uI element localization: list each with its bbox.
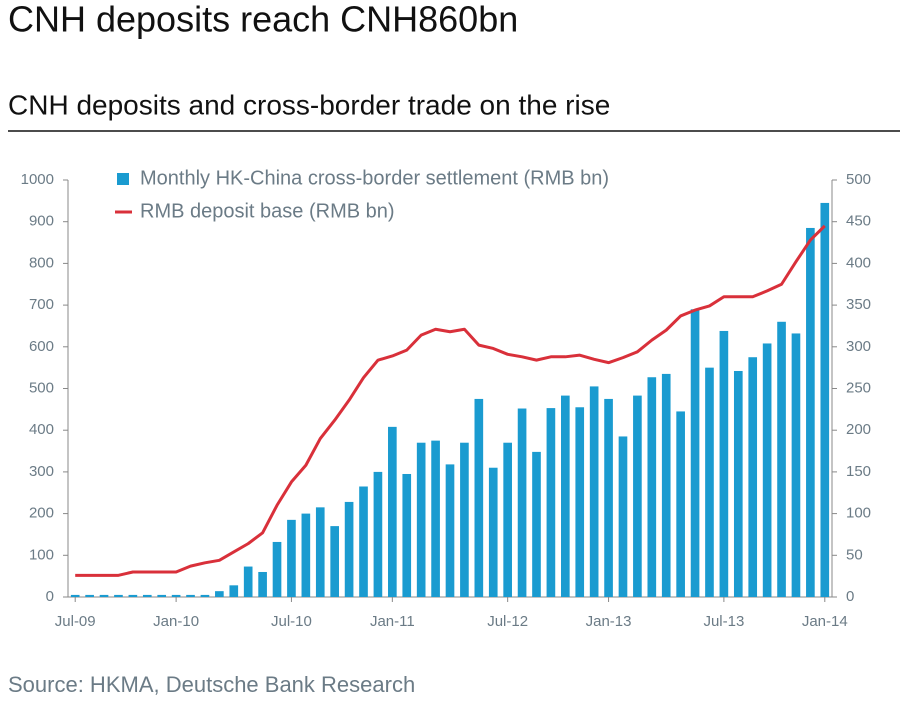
bar xyxy=(258,571,267,597)
y-tick-label: 300 xyxy=(29,463,54,480)
bar xyxy=(633,395,642,597)
bar xyxy=(315,507,325,597)
bar xyxy=(604,398,613,597)
bar xyxy=(70,594,80,597)
y-tick-label: 600 xyxy=(29,338,54,355)
bar xyxy=(243,566,253,597)
bar xyxy=(589,386,599,597)
bar xyxy=(186,594,195,597)
line xyxy=(75,224,826,577)
bar xyxy=(229,585,239,597)
bar xyxy=(287,519,296,597)
x-tick-label: Jul-12 xyxy=(487,613,528,630)
bar xyxy=(618,436,628,597)
y-tick-label: 700 xyxy=(29,296,54,313)
bar xyxy=(359,486,368,597)
y-tick-label: 500 xyxy=(29,379,54,396)
chart-subtitle: CNH deposits and cross-border trade on t… xyxy=(8,89,610,120)
bar xyxy=(791,333,801,597)
bar xyxy=(560,395,570,597)
bar xyxy=(171,594,181,597)
x-tick-label: Jan-11 xyxy=(370,613,415,630)
bar xyxy=(575,407,585,597)
y2-tick-label: 300 xyxy=(846,338,871,355)
bar xyxy=(388,426,397,597)
x-tick-label: Jul-10 xyxy=(271,613,312,630)
y-tick-label: 200 xyxy=(29,505,54,522)
bar xyxy=(748,357,758,597)
bar xyxy=(820,202,830,597)
bar xyxy=(733,370,743,597)
bar xyxy=(647,377,657,597)
bar xyxy=(676,411,685,597)
y2-tick-label: 500 xyxy=(846,171,871,188)
x-tick-label: Jul-09 xyxy=(55,613,96,630)
bar xyxy=(806,227,815,597)
bar xyxy=(690,309,700,597)
legend-label: Monthly HK-China cross-border settlement… xyxy=(140,167,609,189)
x-tick-label: Jan-14 xyxy=(802,613,848,630)
bar xyxy=(99,594,109,597)
chart-title: CNH deposits reach CNH860bn xyxy=(8,0,518,40)
bar xyxy=(503,442,512,597)
y2-tick-label: 250 xyxy=(846,379,871,396)
bar xyxy=(128,594,138,597)
bar xyxy=(373,471,383,597)
bar xyxy=(474,398,484,597)
bar xyxy=(488,467,498,597)
y-tick-label: 900 xyxy=(29,213,54,230)
bar xyxy=(157,594,167,597)
bar xyxy=(114,594,123,597)
bar xyxy=(215,591,224,597)
bar xyxy=(661,373,671,597)
y2-tick-label: 50 xyxy=(846,546,863,563)
y2-tick-label: 100 xyxy=(846,505,871,522)
y2-tick-label: 400 xyxy=(846,254,871,271)
bar xyxy=(344,501,354,597)
y2-tick-label: 200 xyxy=(846,421,871,438)
bar xyxy=(402,473,412,597)
bar xyxy=(330,526,340,597)
bar xyxy=(517,408,527,597)
y-tick-label: 1000 xyxy=(21,171,54,188)
legend-swatch xyxy=(117,173,129,185)
x-tick-label: Jan-13 xyxy=(586,613,632,630)
y-tick-label: 100 xyxy=(29,546,54,563)
bar xyxy=(416,442,426,597)
bar xyxy=(777,321,786,597)
y-tick-label: 0 xyxy=(46,588,54,605)
bar xyxy=(85,594,94,597)
y2-tick-label: 0 xyxy=(846,588,854,605)
source: Source: HKMA, Deutsche Bank Research xyxy=(8,672,415,697)
x-tick-label: Jan-10 xyxy=(153,613,199,630)
bar xyxy=(546,408,556,597)
bar xyxy=(719,330,729,597)
y2-tick-label: 450 xyxy=(846,213,871,230)
bar xyxy=(200,594,210,597)
bar xyxy=(301,513,311,597)
bar xyxy=(460,442,469,597)
bar xyxy=(272,541,282,597)
y2-tick-label: 350 xyxy=(846,296,871,313)
y-tick-label: 400 xyxy=(29,421,54,438)
bar xyxy=(142,594,152,597)
y2-tick-label: 150 xyxy=(846,463,871,480)
bar xyxy=(445,464,455,597)
y-tick-label: 800 xyxy=(29,254,54,271)
bar xyxy=(762,343,772,597)
bar xyxy=(705,367,714,597)
bar xyxy=(532,451,541,597)
legend-label: RMB deposit base (RMB bn) xyxy=(140,200,395,222)
bar xyxy=(431,440,440,597)
x-tick-label: Jul-13 xyxy=(703,613,744,630)
